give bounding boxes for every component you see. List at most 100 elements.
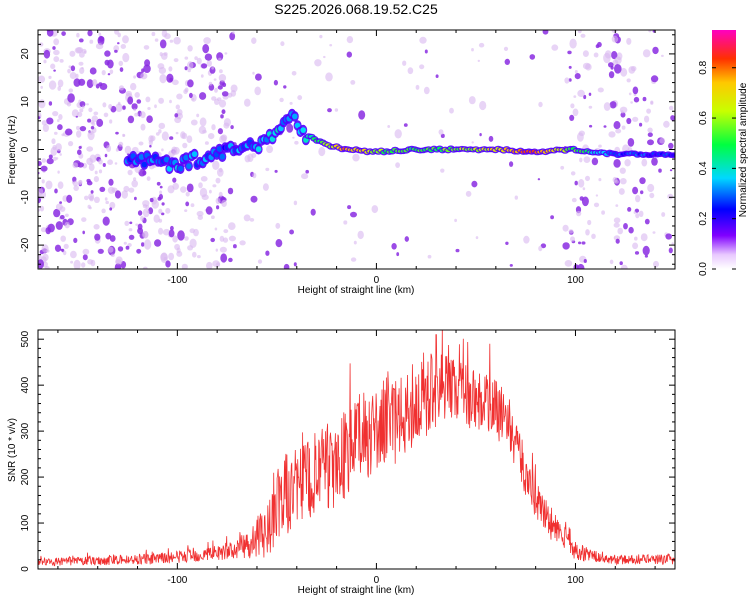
speckle-dot xyxy=(82,230,85,235)
speckle-dot xyxy=(564,77,570,84)
speckle-dot xyxy=(608,131,616,138)
speckle-dot xyxy=(583,156,591,164)
speckle-dot xyxy=(220,253,228,263)
speckle-dot xyxy=(212,160,220,170)
speckle-dot xyxy=(107,73,111,76)
speckle-dot xyxy=(577,89,585,97)
speckle-dot xyxy=(147,107,151,110)
speckle-dot xyxy=(55,221,63,230)
speckle-dot xyxy=(127,96,134,105)
speckle-dot xyxy=(251,37,257,44)
speckle-dot xyxy=(632,242,639,250)
speckle-dot xyxy=(669,105,674,111)
speckle-dot xyxy=(593,52,599,58)
speckle-dot xyxy=(161,202,165,206)
speckle-dot xyxy=(635,194,641,203)
speckle-dot xyxy=(650,101,654,104)
speckle-dot xyxy=(98,169,103,174)
speckle-dot xyxy=(619,167,626,174)
colorbar-label: Normalized spectral amplitude xyxy=(738,82,749,217)
ridge-cell xyxy=(191,151,198,158)
speckle-dot xyxy=(180,131,186,139)
speckle-dot xyxy=(254,86,261,96)
speckle-dot xyxy=(582,187,586,191)
speckle-dot xyxy=(624,159,631,167)
speckle-dot xyxy=(134,92,140,98)
speckle-dot xyxy=(257,259,263,264)
y-tick-label: 100 xyxy=(20,514,31,531)
speckle-dot xyxy=(87,130,95,141)
speckle-dot xyxy=(203,37,211,45)
y-tick-label: 0 xyxy=(20,566,31,572)
speckle-dot xyxy=(647,183,655,193)
speckle-dot xyxy=(87,30,93,37)
speckle-dot xyxy=(117,246,124,252)
speckle-dot xyxy=(184,66,188,71)
speckle-dot xyxy=(627,207,632,212)
speckle-dot xyxy=(564,260,573,267)
speckle-dot xyxy=(626,78,631,83)
speckle-dot xyxy=(84,195,89,201)
spectrogram-ylabel: Frequency (Hz) xyxy=(7,116,18,185)
speckle-dot xyxy=(146,210,150,214)
speckle-dot xyxy=(159,185,163,189)
speckle-dot xyxy=(57,170,60,174)
speckle-dot xyxy=(187,245,194,251)
speckle-dot xyxy=(77,180,82,186)
speckle-dot xyxy=(168,229,175,238)
x-tick-label: 0 xyxy=(374,275,380,286)
speckle-dot xyxy=(106,145,112,152)
speckle-dot xyxy=(51,138,56,145)
speckle-dot xyxy=(109,201,116,209)
speckle-dot xyxy=(221,109,226,115)
speckle-dot xyxy=(289,229,294,235)
speckle-dot xyxy=(589,124,593,128)
speckle-dot xyxy=(569,38,577,49)
y-tick-label: 500 xyxy=(20,330,31,347)
speckle-dot xyxy=(83,50,87,54)
speckle-dot xyxy=(184,209,188,213)
speckle-dot xyxy=(70,250,77,259)
speckle-dot xyxy=(103,112,109,118)
speckle-dot xyxy=(89,195,94,202)
speckle-dot xyxy=(133,108,137,112)
speckle-dot xyxy=(158,97,165,104)
y-tick-label: 300 xyxy=(20,422,31,439)
speckle-dot xyxy=(352,153,360,162)
speckle-dot xyxy=(109,119,113,124)
speckle-dot xyxy=(57,79,64,88)
speckle-dot xyxy=(538,101,543,108)
ridge-cell xyxy=(671,153,675,157)
speckle-dot xyxy=(174,113,179,118)
speckle-dot xyxy=(576,210,582,217)
speckle-dot xyxy=(90,190,94,194)
speckle-dot xyxy=(293,200,298,206)
speckle-dot xyxy=(93,224,100,230)
speckle-dot xyxy=(218,74,227,82)
speckle-dot xyxy=(45,180,53,190)
speckle-dot xyxy=(40,227,47,233)
speckle-dot xyxy=(567,50,572,55)
speckle-dot xyxy=(90,259,96,267)
speckle-dot xyxy=(67,68,71,74)
speckle-dot xyxy=(211,215,215,219)
speckle-dot xyxy=(353,240,357,245)
speckle-dot xyxy=(644,218,650,225)
speckle-dot xyxy=(190,203,195,208)
speckle-dot xyxy=(623,223,628,230)
speckle-dot xyxy=(642,245,650,256)
speckle-dot xyxy=(175,104,180,110)
speckle-dot xyxy=(639,177,646,185)
speckle-dot xyxy=(283,85,287,89)
snr-series-line xyxy=(38,330,675,567)
speckle-dot xyxy=(454,218,457,223)
speckle-dot xyxy=(244,98,251,107)
speckle-dot xyxy=(649,192,655,199)
speckle-dot xyxy=(215,197,221,205)
speckle-dot xyxy=(199,92,207,100)
speckle-dot xyxy=(215,248,218,252)
speckle-dot xyxy=(613,222,620,228)
speckle-dot xyxy=(72,180,79,187)
speckle-dot xyxy=(591,233,596,239)
speckle-dot xyxy=(206,261,213,269)
